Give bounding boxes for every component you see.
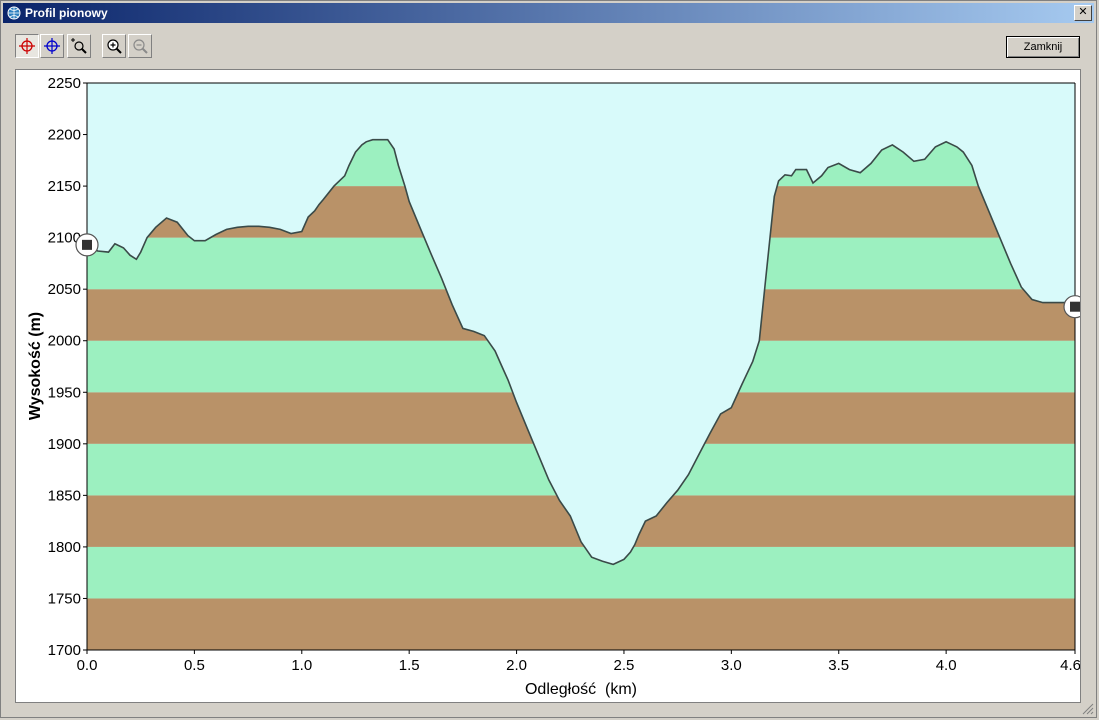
close-icon: ✕: [1078, 6, 1088, 18]
x-tick-label: 0.0: [77, 657, 98, 674]
y-tick-label: 1950: [48, 384, 81, 401]
title-bar[interactable]: Profil pionowy ✕: [3, 3, 1094, 23]
y-tick-label: 2000: [48, 333, 81, 350]
globe-icon: [7, 6, 21, 20]
end-point-marker: [1063, 295, 1080, 319]
zoom-out-icon: [133, 39, 148, 54]
x-tick-label: 0.5: [184, 657, 205, 674]
x-tick-label: 4.6: [1060, 657, 1080, 674]
zoom-in-icon: [107, 39, 122, 54]
zoom-select-icon: [71, 38, 87, 54]
y-tick-label: 1800: [48, 539, 81, 556]
close-dialog-button[interactable]: Zamknij: [1006, 36, 1080, 58]
zoom-select-button[interactable]: [67, 34, 91, 58]
y-tick-label: 2050: [48, 281, 81, 298]
elevation-profile-chart: 2250 2200 2150 2100 2050 2000 1950 1900 1850 1800…: [27, 75, 1080, 698]
elevation-band: [87, 598, 1075, 650]
start-point-marker: [75, 233, 99, 257]
zoom-in-button[interactable]: [102, 34, 126, 58]
y-tick-label: 2150: [48, 178, 81, 195]
marker-square: [1070, 301, 1080, 312]
y-tick-label: 2200: [48, 127, 81, 144]
red-crosshair-button[interactable]: [15, 34, 39, 58]
blue-crosshair-icon: [44, 38, 60, 54]
chart-panel: 2250 2200 2150 2100 2050 2000 1950 1900 1850 1800…: [15, 69, 1081, 703]
y-tick-label: 2250: [48, 75, 81, 92]
window-close-button[interactable]: ✕: [1074, 5, 1092, 21]
resize-grip-icon[interactable]: [1082, 703, 1094, 715]
x-tick-label: 2.5: [614, 657, 635, 674]
marker-square: [82, 239, 92, 250]
y-axis-label: Wysokość (m): [27, 312, 44, 420]
y-tick-label: 1900: [48, 436, 81, 453]
zoom-out-button[interactable]: [128, 34, 152, 58]
y-tick-label: 1850: [48, 487, 81, 504]
blue-crosshair-button[interactable]: [40, 34, 64, 58]
x-tick-label: 3.5: [828, 657, 849, 674]
x-tick-label: 1.5: [399, 657, 420, 674]
profile-line: [86, 138, 1075, 566]
x-tick-label: 3.0: [721, 657, 742, 674]
y-tick-label: 2100: [48, 230, 81, 247]
x-tick-label: 4.0: [936, 657, 957, 674]
elevation-band: [87, 546, 1075, 599]
x-tick-label: 1.0: [291, 657, 312, 674]
y-tick-label: 1700: [48, 642, 81, 659]
x-tick-label: 2.0: [506, 657, 527, 674]
window-title: Profil pionowy: [25, 6, 108, 20]
y-tick-label: 1750: [48, 590, 81, 607]
x-axis-label: Odległość (km): [525, 681, 637, 698]
red-crosshair-icon: [19, 38, 35, 54]
